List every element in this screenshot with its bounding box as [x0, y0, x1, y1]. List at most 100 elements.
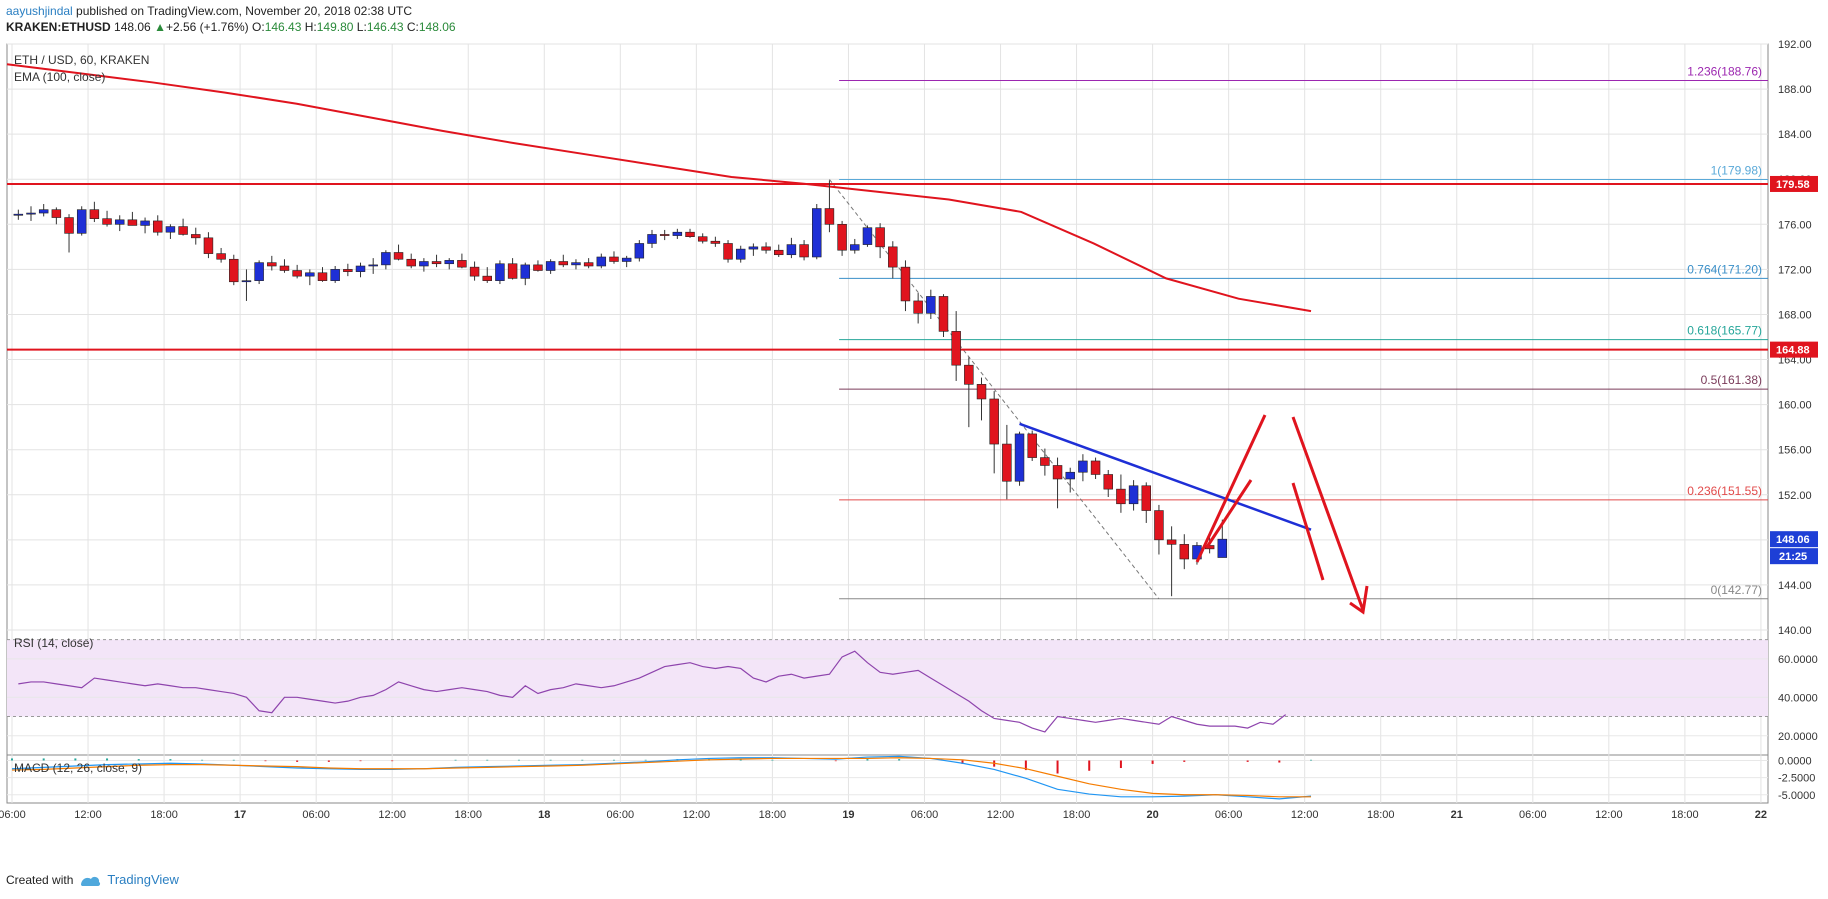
candle-body	[1014, 433, 1025, 482]
candle-body	[1040, 457, 1050, 466]
candle-body	[469, 266, 480, 277]
candle-body	[1065, 471, 1075, 480]
fib-diagonal-line	[829, 179, 1160, 600]
fib-level-label: 1(179.98)	[1711, 163, 1762, 177]
open-label: O:	[252, 20, 265, 34]
candle-body	[786, 244, 797, 256]
fib-level-label: 1.236(188.76)	[1687, 65, 1762, 79]
horizontal-level-label: 164.88	[1776, 345, 1810, 357]
candle-body	[457, 260, 467, 268]
rsi-tick-label: 20.0000	[1778, 731, 1818, 743]
publish-text: published on TradingView.com, November 2…	[72, 4, 413, 18]
signal-line	[11, 757, 1312, 798]
macd-tick-label: 0.0000	[1778, 755, 1812, 767]
candle-body	[102, 218, 112, 225]
candle-body	[951, 331, 961, 366]
projection-stroke	[1205, 479, 1253, 548]
candle-body	[685, 231, 695, 238]
candle-body	[1166, 539, 1177, 545]
candle-body	[419, 261, 429, 267]
candle-body	[89, 209, 100, 219]
ema-line	[6, 63, 1312, 313]
candle-body	[1052, 465, 1063, 480]
candle-body	[165, 226, 176, 233]
candle-body	[292, 270, 302, 277]
candle-body	[368, 264, 378, 267]
candle-body	[267, 262, 277, 267]
candle-body	[1217, 538, 1228, 558]
rsi-tick-label: 40.0000	[1778, 692, 1818, 704]
last-price: 148.06	[114, 20, 151, 34]
high-label: H:	[304, 20, 317, 34]
y-tick-label: 176.00	[1778, 219, 1812, 231]
y-tick-label: 188.00	[1778, 84, 1812, 96]
low-value: 146.43	[366, 20, 404, 34]
author-link[interactable]: aayushjindal	[6, 4, 73, 18]
x-tick-label: 12:00	[74, 809, 102, 821]
candle-body	[140, 220, 150, 226]
candle-body	[51, 209, 62, 218]
candle-body	[976, 384, 987, 400]
candle-body	[926, 296, 936, 314]
x-tick-label: 06:00	[0, 809, 26, 821]
candle-body	[76, 209, 87, 234]
candle-body	[64, 217, 74, 234]
candle-body	[596, 256, 607, 267]
candle-body	[659, 234, 670, 236]
tradingview-brand[interactable]: TradingView	[107, 872, 179, 887]
y-tick-label: 160.00	[1778, 400, 1812, 412]
candle-body	[824, 208, 835, 225]
symbol-label: KRAKEN:ETHUSD	[6, 20, 111, 34]
candle-body	[938, 296, 949, 332]
y-tick-label: 168.00	[1778, 309, 1812, 321]
rsi-tick-label: 60.0000	[1778, 654, 1818, 666]
x-tick-label: 12:00	[683, 809, 711, 821]
x-tick-label: 06:00	[607, 809, 635, 821]
candle-body	[381, 252, 391, 266]
fib-level-label: 0.764(171.20)	[1687, 262, 1762, 276]
projection-arrowhead	[1349, 585, 1369, 615]
candle-body	[355, 265, 366, 272]
fib-level-label: 0(142.77)	[1711, 583, 1762, 597]
x-tick-label: 20	[1146, 809, 1158, 821]
rsi-title: RSI (14, close)	[14, 636, 93, 650]
candle-body	[571, 262, 581, 266]
candle-body	[735, 248, 746, 260]
horizontal-level-badge	[1770, 175, 1818, 192]
candle-body	[634, 243, 645, 259]
x-tick-label: 18:00	[454, 809, 482, 821]
x-tick-label: 18:00	[150, 809, 178, 821]
candle-body	[26, 212, 36, 215]
candle-body	[203, 237, 214, 254]
candle-body	[710, 240, 721, 244]
candle-body	[812, 208, 822, 258]
x-tick-label: 06:00	[911, 809, 939, 821]
macd-tick-label: -5.0000	[1778, 790, 1815, 802]
x-tick-label: 17	[234, 809, 246, 821]
y-tick-label: 184.00	[1778, 129, 1812, 141]
candle-body	[913, 300, 923, 314]
candle-body	[1154, 510, 1164, 541]
candle-body	[114, 219, 125, 225]
candle-body	[774, 249, 784, 256]
candle-body	[1090, 460, 1101, 475]
candle-body	[241, 280, 252, 283]
candle-body	[862, 227, 873, 245]
candle-body	[520, 264, 531, 279]
candle-body	[1002, 443, 1012, 482]
candle-body	[1128, 485, 1139, 505]
candle-body	[38, 209, 49, 214]
x-tick-label: 22	[1755, 809, 1767, 821]
x-tick-label: 06:00	[302, 809, 330, 821]
candle-body	[1179, 544, 1190, 560]
candle-body	[393, 252, 404, 260]
candle-body	[1116, 488, 1126, 505]
candle-body	[609, 256, 619, 262]
price-badge-label: 148.06	[1776, 534, 1810, 546]
change-value: +2.56 (+1.76%)	[165, 20, 249, 34]
fib-level-label: 0.236(151.55)	[1687, 484, 1762, 498]
timer-badge-label: 21:25	[1779, 551, 1807, 563]
candle-body	[1027, 433, 1037, 458]
candle-body	[127, 219, 138, 226]
